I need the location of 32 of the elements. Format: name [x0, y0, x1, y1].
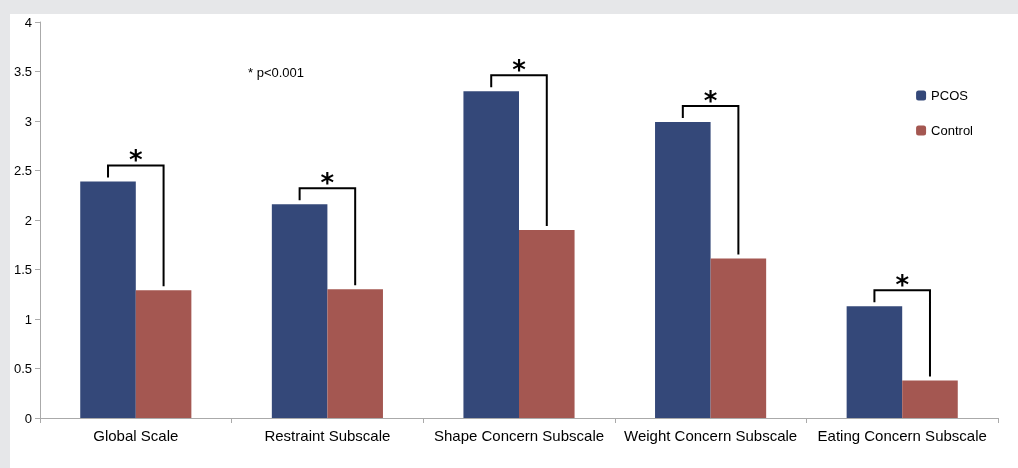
annotation: * p<0.001 [248, 65, 305, 80]
annotation: * [895, 270, 910, 301]
bar [902, 380, 958, 418]
x-tick-label: Shape Concern Subscale [433, 426, 605, 444]
bar [327, 289, 383, 418]
bar [519, 229, 575, 418]
bar [135, 290, 192, 418]
bar [846, 306, 903, 418]
annotation: * [129, 145, 143, 176]
annotation: * [512, 55, 527, 86]
bar [271, 204, 328, 418]
bar [463, 91, 519, 418]
y-tick-label: 0 [24, 410, 32, 426]
legend-label: Control [931, 123, 974, 138]
x-tick-label: Global Scale [93, 426, 179, 444]
y-tick-label: 4 [24, 14, 32, 30]
y-tick-label: 2.5 [13, 163, 32, 178]
x-tick-label: Restraint Subscale [264, 426, 391, 444]
bar [655, 121, 711, 418]
legend-label: PCOS [931, 88, 969, 103]
y-tick-label: 3.5 [13, 64, 32, 79]
annotation: * [703, 85, 718, 116]
bar [710, 258, 767, 418]
x-tick-label: Weight Concern Subscale [624, 426, 798, 444]
y-tick-label: 1.5 [13, 262, 32, 277]
annotation: * [320, 168, 335, 199]
y-tick-label: 1 [24, 311, 32, 327]
y-tick-label: 3 [24, 113, 32, 129]
y-tick-label: 2 [24, 212, 32, 228]
y-tick-label: 0.5 [13, 361, 32, 376]
x-tick-label: Eating Concern Subscale [817, 426, 987, 444]
bar [80, 181, 136, 418]
